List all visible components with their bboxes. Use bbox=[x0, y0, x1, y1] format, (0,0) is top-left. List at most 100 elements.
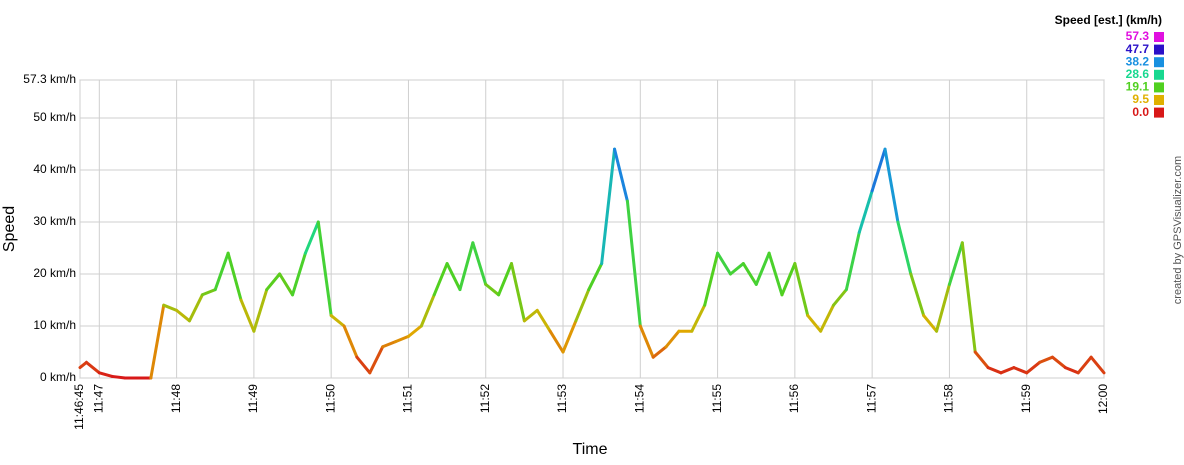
speed-segment bbox=[265, 272, 282, 292]
speed-segment bbox=[316, 220, 333, 318]
speed-segment bbox=[793, 262, 810, 318]
speed-segment bbox=[600, 147, 617, 266]
legend-label: 0.0 bbox=[1132, 105, 1149, 119]
speed-segment bbox=[97, 371, 114, 378]
speed-segment bbox=[922, 314, 939, 333]
legend-label: 28.6 bbox=[1126, 67, 1150, 81]
speed-segment bbox=[548, 329, 565, 354]
speed-segment bbox=[741, 262, 758, 286]
speed-segment bbox=[355, 355, 372, 375]
speed-segment bbox=[1038, 355, 1054, 364]
speed-segment bbox=[625, 199, 642, 328]
legend-swatch bbox=[1154, 95, 1164, 105]
x-tick-label: 11:48 bbox=[169, 384, 183, 413]
legend-title: Speed [est.] (km/h) bbox=[1055, 13, 1162, 27]
y-axis-title: Speed bbox=[1, 206, 18, 252]
speed-segment bbox=[909, 272, 926, 318]
speed-segment bbox=[728, 262, 745, 276]
speed-segment bbox=[368, 345, 385, 375]
legend-swatch bbox=[1154, 107, 1164, 118]
legend-label: 9.5 bbox=[1132, 92, 1149, 106]
speed-segment bbox=[651, 345, 668, 359]
speed-segment bbox=[947, 241, 964, 286]
speed-segment bbox=[419, 293, 436, 328]
y-tick-label: 57.3 km/h bbox=[23, 72, 76, 86]
x-tick-label: 11:46:45 bbox=[72, 384, 86, 430]
speed-segment bbox=[857, 189, 874, 234]
speed-segment bbox=[471, 241, 488, 286]
y-tick-label: 0 km/h bbox=[40, 370, 76, 384]
legend-swatch bbox=[1154, 32, 1164, 42]
legend-swatch bbox=[1154, 44, 1164, 55]
speed-segment bbox=[780, 262, 797, 297]
speed-segment bbox=[716, 251, 732, 276]
legend-label: 38.2 bbox=[1126, 54, 1150, 68]
speed-segment bbox=[819, 303, 836, 333]
speed-segment bbox=[896, 220, 913, 276]
speed-segment bbox=[303, 220, 320, 255]
speed-segment bbox=[458, 241, 475, 292]
speed-segment bbox=[149, 303, 166, 380]
speed-segment bbox=[1050, 355, 1067, 370]
speed-segment bbox=[213, 251, 230, 292]
speed-segment bbox=[522, 308, 539, 323]
speed-segment bbox=[252, 288, 269, 333]
speed-segment bbox=[394, 334, 410, 344]
plot-area bbox=[79, 79, 1105, 379]
x-tick-label: 11:58 bbox=[942, 384, 956, 413]
x-tick-label: 11:53 bbox=[555, 384, 569, 413]
speed-segment bbox=[1025, 360, 1042, 375]
speed-segment bbox=[844, 230, 861, 292]
speed-segment bbox=[187, 293, 204, 323]
speed-segment bbox=[832, 288, 848, 307]
speed-segment bbox=[291, 251, 307, 297]
speed-segment bbox=[587, 262, 604, 292]
speed-segment bbox=[806, 314, 823, 333]
legend-label: 19.1 bbox=[1126, 80, 1150, 94]
speed-segment bbox=[935, 282, 951, 333]
speed-segment bbox=[110, 374, 127, 380]
speed-segment bbox=[175, 308, 191, 323]
legend-label: 47.7 bbox=[1126, 42, 1150, 56]
y-tick-label: 40 km/h bbox=[33, 162, 76, 176]
x-tick-label: 11:49 bbox=[246, 384, 260, 413]
speed-segment bbox=[406, 324, 423, 338]
speed-segment bbox=[613, 147, 629, 203]
speed-segment bbox=[638, 324, 655, 359]
speed-segment bbox=[767, 251, 784, 297]
speed-segment bbox=[381, 340, 398, 349]
x-tick-label: 11:55 bbox=[710, 384, 724, 413]
x-tick-label: 11:59 bbox=[1019, 384, 1033, 413]
speed-segment bbox=[574, 288, 591, 323]
speed-segment bbox=[535, 308, 552, 333]
speed-segment bbox=[329, 314, 346, 328]
speed-segment bbox=[509, 262, 526, 323]
speed-segment bbox=[484, 282, 501, 297]
speed-segment bbox=[162, 303, 179, 312]
speed-segment bbox=[870, 147, 887, 193]
speed-segment bbox=[1089, 355, 1106, 375]
speed-segment bbox=[84, 360, 101, 375]
legend-label: 57.3 bbox=[1126, 29, 1150, 43]
speed-segment bbox=[239, 298, 256, 333]
legend-swatch bbox=[1154, 57, 1164, 68]
credit: created by GPSVisualizer.com bbox=[1172, 156, 1184, 304]
x-tick-label: 11:47 bbox=[91, 384, 105, 413]
x-tick-label: 11:51 bbox=[401, 384, 415, 413]
speed-segment bbox=[432, 262, 449, 297]
x-axis-title: Time bbox=[573, 441, 608, 458]
y-tick-label: 20 km/h bbox=[33, 266, 76, 280]
speed-segment bbox=[1063, 366, 1080, 375]
speed-segment bbox=[754, 251, 771, 286]
speed-segment bbox=[973, 350, 990, 370]
speed-segment bbox=[561, 319, 578, 354]
x-tick-label: 11:54 bbox=[632, 384, 646, 413]
speed-segment bbox=[226, 251, 243, 302]
legend-swatch bbox=[1154, 69, 1164, 80]
y-tick-label: 10 km/h bbox=[33, 318, 76, 332]
x-tick-label: 11:57 bbox=[864, 384, 878, 413]
legend-swatch bbox=[1154, 82, 1164, 93]
x-tick-label: 11:56 bbox=[787, 384, 801, 413]
speed-segment bbox=[999, 366, 1016, 375]
